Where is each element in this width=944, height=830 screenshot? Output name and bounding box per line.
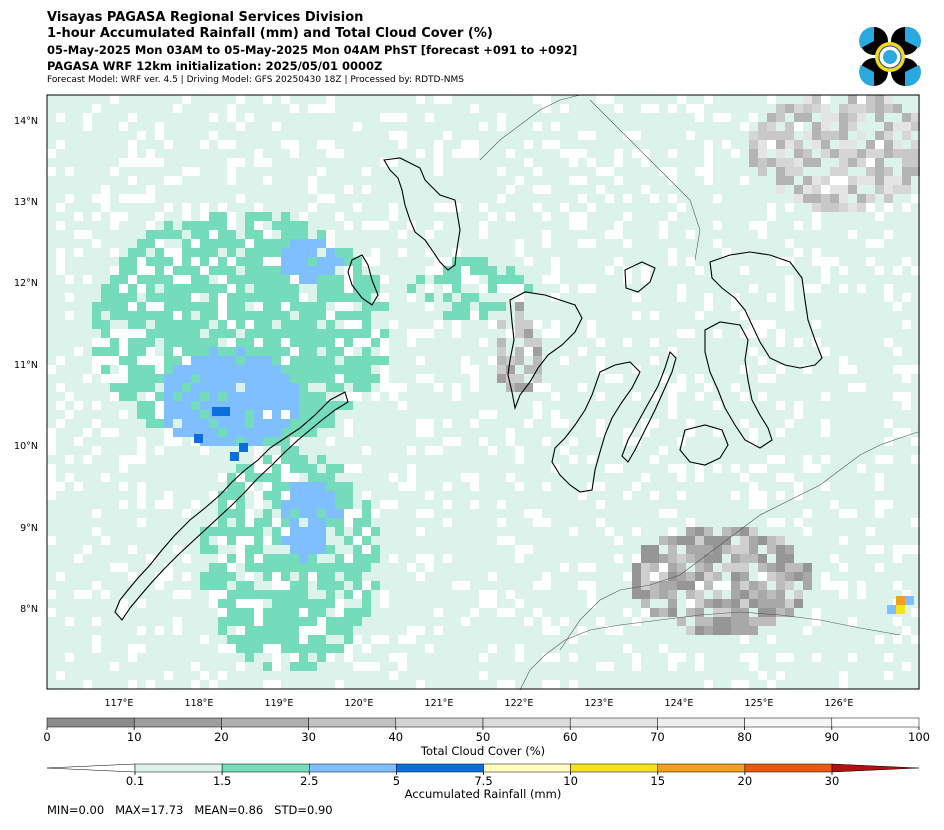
rain-bar-segment: [657, 763, 746, 773]
bohol-island: [679, 424, 729, 466]
rain-bar-segment: [134, 763, 223, 773]
cloud-colorbar-label: Total Cloud Cover (%): [420, 744, 545, 758]
rain-tick-label: 2.5: [300, 774, 318, 788]
lat-tick-label: 8°N: [20, 604, 38, 615]
lon-tick-label: 119°E: [265, 698, 294, 709]
cloud-bar-segment: [569, 717, 658, 728]
lon-tick-label: 118°E: [185, 698, 214, 709]
map-subtitle: 1-hour Accumulated Rainfall (mm) and Tot…: [47, 26, 493, 41]
cloud-tick-label: 30: [301, 730, 316, 744]
cloud-bar-segment: [831, 717, 920, 728]
cloud-tick-label: 60: [563, 730, 578, 744]
lon-tick-label: 121°E: [425, 698, 454, 709]
lon-tick-label: 117°E: [105, 698, 134, 709]
rain-bar-segment: [309, 763, 397, 773]
palawan-island: [114, 391, 349, 621]
lon-tick-label: 123°E: [585, 698, 614, 709]
lon-tick-label: 124°E: [665, 698, 694, 709]
rain-tick-label: 0.1: [126, 774, 144, 788]
mindoro-island: [383, 157, 461, 271]
rain-tick-label: 10: [563, 774, 578, 788]
cloud-bar-segment: [308, 717, 397, 728]
cloud-bar-segment: [482, 717, 571, 728]
lat-tick-label: 11°N: [14, 360, 38, 371]
cloud-tick-label: 20: [214, 730, 229, 744]
cloud-tick-label: 90: [824, 730, 839, 744]
rain-tick-label: 5: [393, 774, 400, 788]
rain-bar-segment: [483, 763, 571, 773]
rainfall-colorbar: 0.1 1.5 2.5 5 7.5 10 15 20 30 Accumulated Rainfal…: [46, 763, 920, 801]
lat-tick-label: 9°N: [20, 523, 38, 534]
lon-tick-label: 120°E: [345, 698, 374, 709]
rain-colorbar-label: Accumulated Rainfall (mm): [405, 787, 562, 801]
cloud-bar-segment: [657, 717, 745, 728]
rain-bar-extend-high: [831, 763, 920, 773]
lat-tick-label: 10°N: [14, 441, 38, 452]
cloud-tick-label: 80: [737, 730, 752, 744]
cebu-island: [621, 350, 677, 463]
lat-tick-label: 14°N: [14, 116, 38, 127]
cloud-cover-colorbar: 0 10 20 30 40 50 60 70 80 90 100 Total Cloud Cover …: [43, 717, 930, 758]
samar-island: [709, 251, 823, 369]
lon-tick-label: 122°E: [505, 698, 534, 709]
coastlines: [114, 157, 823, 621]
model-grid-cells: [47, 95, 920, 689]
cloud-tick-label: 0: [43, 730, 50, 744]
pagasa-logo-icon: [859, 26, 921, 87]
rain-bar-segment: [221, 763, 310, 773]
cloud-tick-label: 40: [388, 730, 403, 744]
cloud-bar-segment: [133, 717, 222, 728]
negros-island: [551, 361, 641, 493]
cloud-bar-segment: [395, 717, 484, 728]
rain-tick-label: 20: [738, 774, 753, 788]
cloud-bar-segment: [744, 717, 833, 728]
rain-bar-segment: [396, 763, 484, 773]
cloud-bar-segment: [46, 717, 135, 728]
forecast-period: 05-May-2025 Mon 03AM to 05-May-2025 Mon …: [47, 43, 578, 57]
cloud-tick-label: 10: [127, 730, 142, 744]
cloud-tick-label: 50: [476, 730, 491, 744]
rain-tick-label: 30: [825, 774, 840, 788]
cloud-bar-segment: [221, 717, 309, 728]
latitude-labels: 14°N 13°N 12°N 11°N 10°N 9°N 8°N: [14, 116, 38, 615]
cloud-tick-label: 70: [650, 730, 665, 744]
rain-bar-segment: [744, 763, 833, 773]
lon-tick-label: 126°E: [825, 698, 854, 709]
statistics-text: MIN=0.00 MAX=17.73 MEAN=0.86 STD=0.90: [47, 803, 333, 817]
panay-island: [507, 291, 583, 411]
rain-bar-extend-low: [46, 763, 136, 773]
rain-tick-label: 15: [650, 774, 665, 788]
lon-tick-label: 125°E: [745, 698, 774, 709]
lat-tick-label: 12°N: [14, 278, 38, 289]
rain-tick-label: 1.5: [213, 774, 231, 788]
initialization-text: PAGASA WRF 12km initialization: 2025/05/…: [47, 59, 383, 73]
leyte-island: [704, 321, 773, 449]
cloud-tick-label: 100: [908, 730, 930, 744]
rain-bar-segment: [570, 763, 658, 773]
masbate-island: [624, 261, 656, 293]
calamian-island: [347, 254, 379, 306]
map-title: Visayas PAGASA Regional Services Divisio…: [47, 10, 364, 25]
lat-tick-label: 13°N: [14, 197, 38, 208]
longitude-labels: 117°E 118°E 119°E 120°E 121°E 122°E 123°E 124°E…: [105, 698, 854, 709]
rain-tick-label: 7.5: [474, 774, 492, 788]
model-info: Forecast Model: WRF ver. 4.5 | Driving M…: [47, 75, 464, 85]
